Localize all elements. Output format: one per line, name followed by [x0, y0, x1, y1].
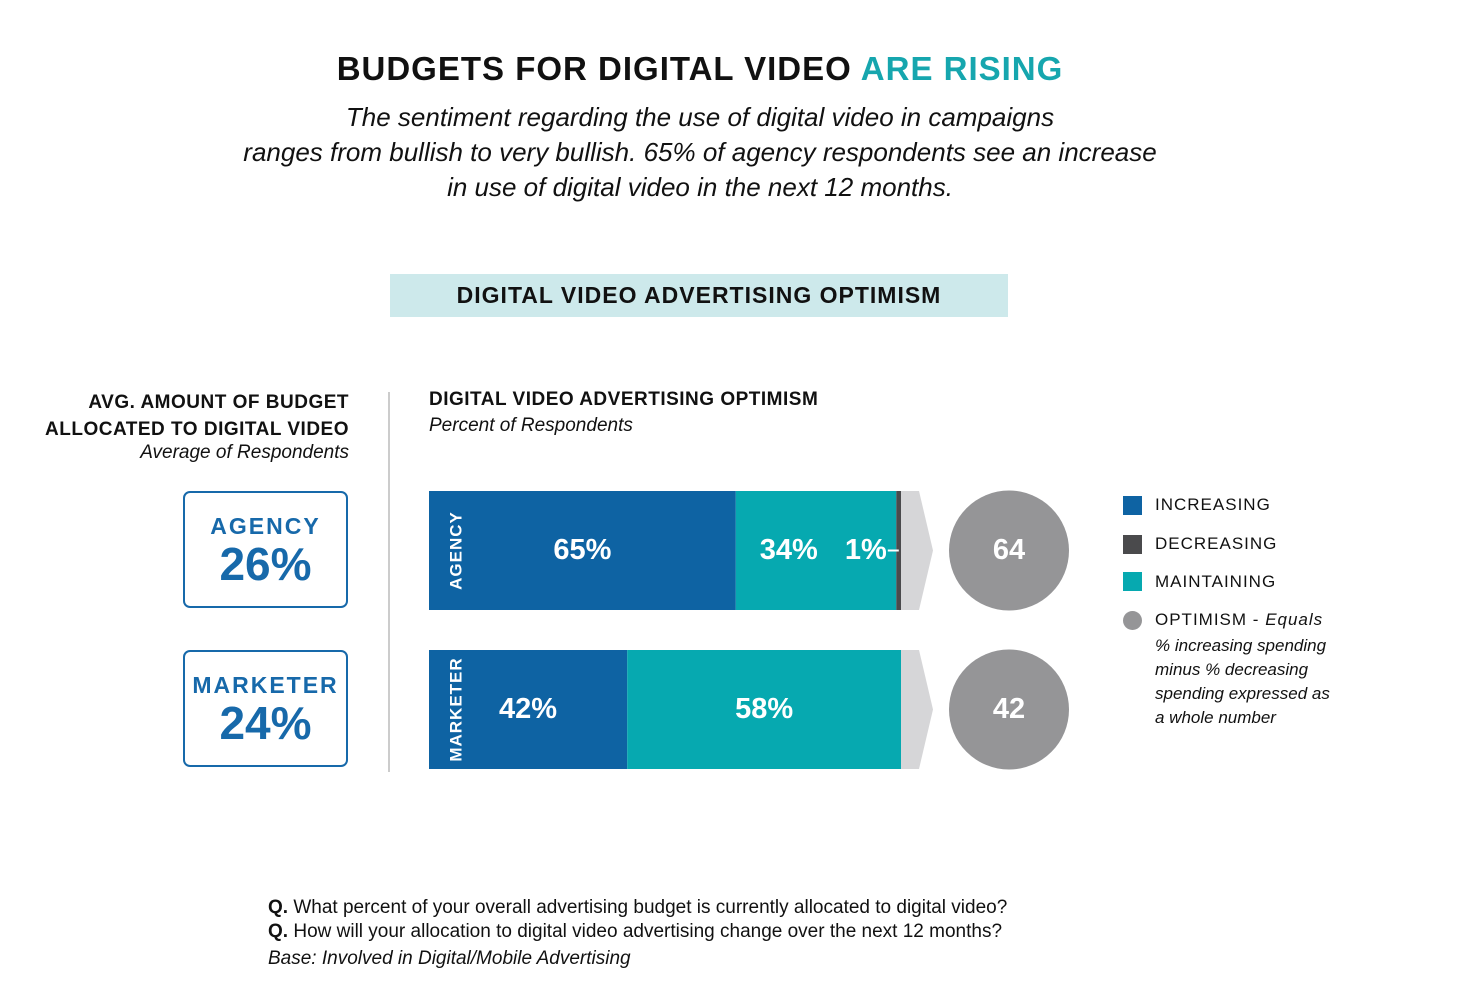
subtitle-line-2: ranges from bullish to very bullish. 65%… [243, 137, 1157, 167]
marketer-maintaining-label: 58% [735, 693, 793, 725]
subtitle: The sentiment regarding the use of digit… [0, 100, 1400, 205]
q1-marker: Q. [268, 897, 289, 918]
agency-budget-label: AGENCY [210, 513, 321, 539]
agency-arrow [901, 491, 933, 610]
subtitle-line-3: in use of digital video in the next 12 m… [447, 172, 953, 202]
agency-increasing-label: 65% [553, 534, 611, 566]
section-banner: DIGITAL VIDEO ADVERTISING OPTIMISM [390, 274, 1008, 317]
legend-optimism-entry: OPTIMISM - Equals [1155, 610, 1323, 630]
chart-title: DIGITAL VIDEO ADVERTISING OPTIMISM [429, 389, 819, 410]
agency-optimism-circle [949, 490, 1069, 611]
marketer-budget-box: MARKETER 24% [183, 650, 348, 767]
legend-increasing-label: INCREASING [1155, 495, 1271, 514]
marketer-budget-value: 24% [219, 697, 312, 749]
optimism-note-line-4: a whole number [1155, 708, 1276, 727]
agency-decreasing-label: 1% [845, 534, 887, 566]
legend-increasing-swatch [1123, 496, 1142, 515]
marketer-budget-label: MARKETER [192, 672, 339, 698]
agency-optimism-value: 64 [993, 534, 1025, 566]
marketer-bar-maintaining [627, 650, 901, 769]
legend-optimism-swatch [1123, 611, 1142, 630]
optimism-note-line-3: spending expressed as [1155, 684, 1330, 703]
panel-divider [388, 392, 390, 772]
optimism-chart: AGENCY 65% 34% 1% 64 MARKETER 42% 58% 42 [429, 490, 1069, 770]
optimism-note-line-1: % increasing spending [1155, 636, 1327, 655]
agency-budget-box: AGENCY 26% [183, 491, 348, 608]
headline-part1: BUDGETS FOR DIGITAL VIDEO [336, 50, 852, 87]
optimism-note-line-2: minus % decreasing [1155, 660, 1309, 679]
q2-marker: Q. [268, 921, 289, 942]
legend-optimism-note: % increasing spending minus % decreasing… [1155, 634, 1330, 730]
marketer-category-label: MARKETER [446, 657, 465, 761]
legend-decreasing-label: DECREASING [1155, 534, 1278, 553]
footnote-q1: Q. What percent of your overall advertis… [268, 897, 1007, 919]
q2-text: How will your allocation to digital vide… [293, 921, 1003, 942]
marketer-bar-increasing [429, 650, 628, 769]
legend-maintaining-label: MAINTAINING [1155, 572, 1277, 591]
legend-decreasing-swatch [1123, 535, 1142, 554]
budget-title-line-2: ALLOCATED TO DIGITAL VIDEO [45, 419, 349, 440]
subtitle-line-1: The sentiment regarding the use of digit… [345, 102, 1055, 132]
agency-maintaining-label: 34% [760, 534, 818, 566]
headline: BUDGETS FOR DIGITAL VIDEO ARE RISING [0, 50, 1400, 88]
legend-maintaining-swatch [1123, 572, 1142, 591]
budget-panel-subtitle: Average of Respondents [140, 442, 349, 463]
q1-text: What percent of your overall advertising… [293, 897, 1008, 918]
chart-subtitle: Percent of Respondents [429, 415, 633, 436]
budget-panel-title: AVG. AMOUNT OF BUDGET ALLOCATED TO DIGIT… [45, 389, 349, 443]
marketer-arrow [901, 650, 933, 769]
agency-bar-maintaining [735, 491, 897, 610]
marketer-optimism-circle [949, 649, 1069, 770]
marketer-optimism-value: 42 [993, 693, 1025, 725]
agency-budget-value: 26% [219, 538, 312, 590]
footnote-base: Base: Involved in Digital/Mobile Adverti… [268, 948, 631, 969]
marketer-increasing-label: 42% [499, 693, 557, 725]
legend-optimism-note-lead: Equals [1265, 610, 1324, 629]
legend-optimism-label: OPTIMISM - [1155, 610, 1260, 629]
headline-accent: ARE RISING [860, 50, 1064, 87]
agency-bar-increasing [429, 491, 736, 610]
footnote-q2: Q. How will your allocation to digital v… [268, 921, 1002, 943]
agency-category-label: AGENCY [446, 511, 465, 590]
budget-title-line-1: AVG. AMOUNT OF BUDGET [88, 392, 349, 413]
